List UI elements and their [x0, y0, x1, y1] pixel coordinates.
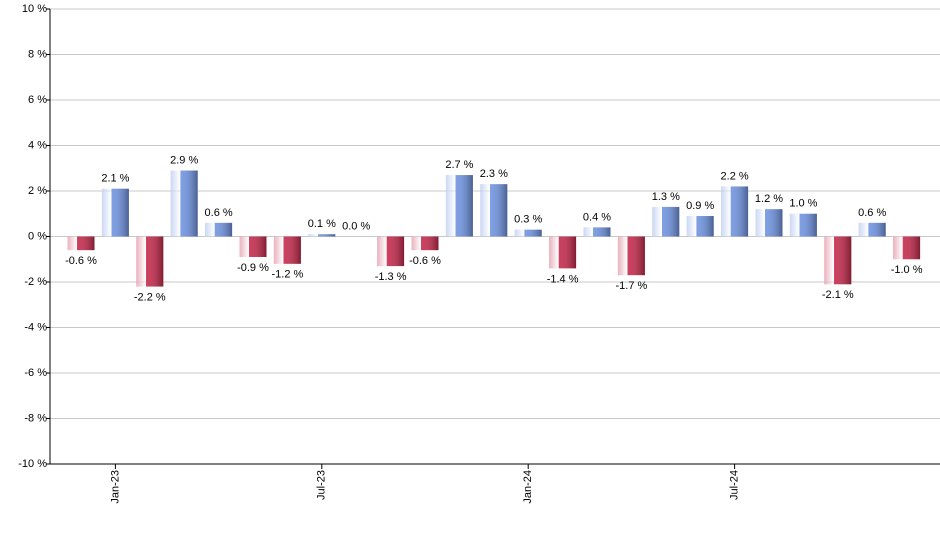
- bar-shade: [67, 236, 95, 251]
- bar-shade: [617, 236, 645, 276]
- value-label: -1.2 %: [272, 269, 304, 281]
- bar-shade: [411, 236, 439, 251]
- bar-shade: [549, 236, 577, 269]
- x-tick-label: Jan-23: [109, 470, 121, 504]
- bar-shade: [858, 222, 886, 237]
- y-tick-label: 6 %: [28, 94, 47, 106]
- value-label: -1.7 %: [616, 280, 648, 292]
- value-label: -1.0 %: [891, 264, 923, 276]
- y-tick-label: 4 %: [28, 139, 47, 151]
- y-tick-label: 2 %: [28, 185, 47, 197]
- bar-shade: [480, 184, 508, 237]
- value-label: 0.0 %: [342, 220, 370, 232]
- bar-shade: [170, 170, 198, 237]
- bar-shade: [308, 234, 336, 237]
- bar-shade: [273, 236, 301, 264]
- value-label: -0.6 %: [409, 255, 441, 267]
- value-label: 2.1 %: [101, 173, 129, 185]
- value-label: 0.9 %: [686, 200, 714, 212]
- x-tick-label: Jul-23: [316, 470, 328, 500]
- value-label: 1.0 %: [789, 198, 817, 210]
- x-tick-label: Jul-24: [729, 470, 741, 500]
- y-tick-label: 0 %: [28, 230, 47, 242]
- value-label: 2.3 %: [480, 168, 508, 180]
- value-label: -1.4 %: [547, 273, 579, 285]
- y-tick-label: 10 %: [22, 3, 47, 15]
- y-tick-label: 8 %: [28, 48, 47, 60]
- bar-shade: [377, 236, 405, 267]
- bar-shade: [583, 227, 611, 237]
- value-label: -2.1 %: [822, 289, 854, 301]
- bar-shade: [755, 209, 783, 237]
- bar-shade: [686, 216, 714, 237]
- bar-shade: [101, 188, 129, 237]
- value-label: 0.1 %: [308, 218, 336, 230]
- value-label: 1.3 %: [652, 191, 680, 203]
- y-tick-label: -10 %: [18, 458, 47, 470]
- y-tick-label: -8 %: [24, 412, 47, 424]
- value-label: 0.3 %: [514, 214, 542, 226]
- bar-shade: [721, 186, 749, 237]
- bar-shade: [136, 236, 164, 287]
- value-label: -1.3 %: [375, 271, 407, 283]
- value-label: 2.2 %: [721, 170, 749, 182]
- value-label: 0.6 %: [858, 207, 886, 219]
- value-label: -0.9 %: [237, 262, 269, 274]
- bar-shade: [445, 175, 473, 237]
- bar-shade: [893, 236, 921, 260]
- y-tick-label: -2 %: [24, 276, 47, 288]
- value-label: -0.6 %: [65, 255, 97, 267]
- bar-shade: [205, 222, 233, 237]
- value-label: 2.9 %: [170, 154, 198, 166]
- value-label: 2.7 %: [445, 159, 473, 171]
- y-tick-label: -4 %: [24, 321, 47, 333]
- value-label: 0.6 %: [205, 207, 233, 219]
- bar-shade: [789, 213, 817, 237]
- bar-shade: [824, 236, 852, 285]
- bar-shade: [239, 236, 267, 257]
- value-label: -2.2 %: [134, 291, 166, 303]
- bar-shade: [514, 229, 542, 237]
- value-label: 1.2 %: [755, 193, 783, 205]
- x-tick-label: Jan-24: [522, 470, 534, 504]
- bar-shade: [652, 206, 680, 237]
- y-tick-label: -6 %: [24, 367, 47, 379]
- value-label: 0.4 %: [583, 211, 611, 223]
